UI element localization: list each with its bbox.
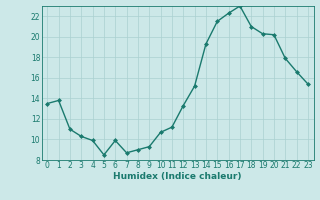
- X-axis label: Humidex (Indice chaleur): Humidex (Indice chaleur): [113, 172, 242, 181]
